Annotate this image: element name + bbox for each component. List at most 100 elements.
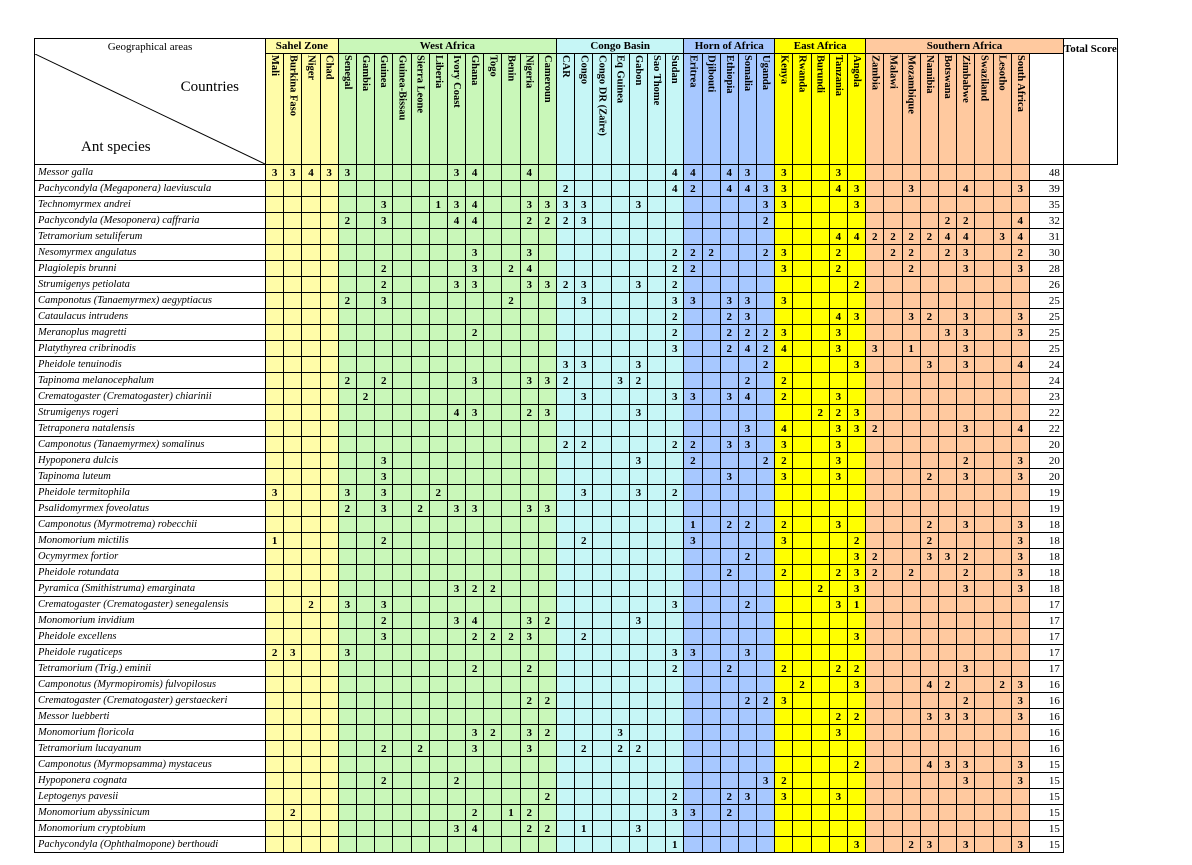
score-cell	[665, 564, 685, 581]
score-cell: 3	[1010, 516, 1030, 533]
score-cell	[610, 356, 630, 373]
score-cell	[301, 260, 321, 277]
score-cell	[574, 420, 594, 437]
score-cell: 3	[774, 292, 794, 309]
score-cell: 3	[1010, 708, 1030, 725]
score-cell	[283, 388, 303, 405]
score-cell	[719, 548, 739, 565]
score-cell	[537, 644, 558, 661]
score-cell: 2	[483, 628, 503, 645]
score-cell	[937, 436, 958, 453]
score-cell: 3	[1010, 756, 1030, 773]
score-cell	[792, 724, 812, 741]
score-cell	[810, 484, 830, 501]
score-cell	[701, 276, 721, 293]
score-cell	[701, 500, 721, 517]
score-cell: 2	[665, 788, 685, 805]
score-cell	[865, 804, 885, 821]
score-cell	[610, 276, 630, 293]
score-cell	[428, 436, 448, 453]
score-cell	[374, 660, 394, 677]
score-cell	[592, 516, 612, 533]
score-cell	[537, 628, 558, 645]
score-cell	[428, 468, 448, 485]
score-cell	[465, 532, 485, 549]
score-cell	[683, 788, 703, 805]
score-cell	[719, 404, 739, 421]
score-cell	[846, 692, 867, 709]
score-cell: 3	[374, 468, 394, 485]
score-cell	[628, 628, 648, 645]
score-cell	[810, 596, 830, 613]
score-cell	[883, 500, 903, 517]
score-cell	[610, 596, 630, 613]
score-cell: 3	[537, 404, 558, 421]
score-cell	[410, 580, 430, 597]
score-cell: 2	[901, 836, 921, 853]
score-cell: 2	[883, 228, 903, 245]
country-header: Senegal	[337, 53, 357, 165]
score-cell: 1	[846, 596, 867, 613]
score-cell	[956, 612, 976, 629]
score-cell	[628, 532, 648, 549]
countries-label: Countries	[180, 79, 239, 95]
score-cell	[756, 756, 776, 773]
score-cell	[810, 180, 830, 197]
score-cell	[992, 356, 1012, 373]
country-name: Malawi	[887, 55, 899, 89]
score-cell: 3	[956, 340, 976, 357]
score-cell	[974, 580, 994, 597]
score-cell	[264, 788, 285, 805]
score-cell	[501, 548, 521, 565]
score-cell	[846, 452, 867, 469]
score-cell	[519, 548, 539, 565]
score-cell	[410, 436, 430, 453]
score-cell	[283, 260, 303, 277]
score-cell	[937, 276, 958, 293]
score-cell	[483, 740, 503, 757]
score-cell	[756, 676, 776, 693]
score-cell	[392, 356, 412, 373]
score-cell	[410, 372, 430, 389]
score-cell	[701, 292, 721, 309]
score-cell: 2	[865, 564, 885, 581]
score-cell	[319, 420, 339, 437]
score-cell	[665, 772, 685, 789]
score-cell: 4	[446, 404, 467, 421]
score-cell: 2	[428, 484, 448, 501]
score-cell	[574, 644, 594, 661]
score-cell	[901, 676, 921, 693]
score-cell	[719, 372, 739, 389]
score-cell	[592, 228, 612, 245]
score-cell: 2	[555, 372, 576, 389]
score-cell	[701, 516, 721, 533]
score-cell	[774, 500, 794, 517]
score-cell	[501, 372, 521, 389]
score-cell	[337, 612, 357, 629]
score-cell	[683, 324, 703, 341]
score-cell	[610, 548, 630, 565]
score-cell	[774, 580, 794, 597]
score-cell	[519, 708, 539, 725]
score-cell	[974, 644, 994, 661]
score-cell	[774, 404, 794, 421]
score-cell	[465, 228, 485, 245]
score-cell	[428, 628, 448, 645]
score-cell	[683, 836, 703, 853]
score-cell: 3	[628, 404, 648, 421]
score-cell	[428, 836, 448, 853]
score-cell	[264, 580, 285, 597]
score-cell: 3	[828, 324, 849, 341]
score-cell	[683, 468, 703, 485]
score-cell	[719, 212, 739, 229]
score-cell	[592, 548, 612, 565]
score-cell	[992, 708, 1012, 725]
score-cell	[937, 308, 958, 325]
score-cell	[865, 644, 885, 661]
score-cell	[992, 660, 1012, 677]
score-cell	[610, 292, 630, 309]
score-cell: 3	[1010, 836, 1030, 853]
score-cell	[901, 500, 921, 517]
score-cell	[810, 692, 830, 709]
score-cell: 3	[719, 436, 739, 453]
